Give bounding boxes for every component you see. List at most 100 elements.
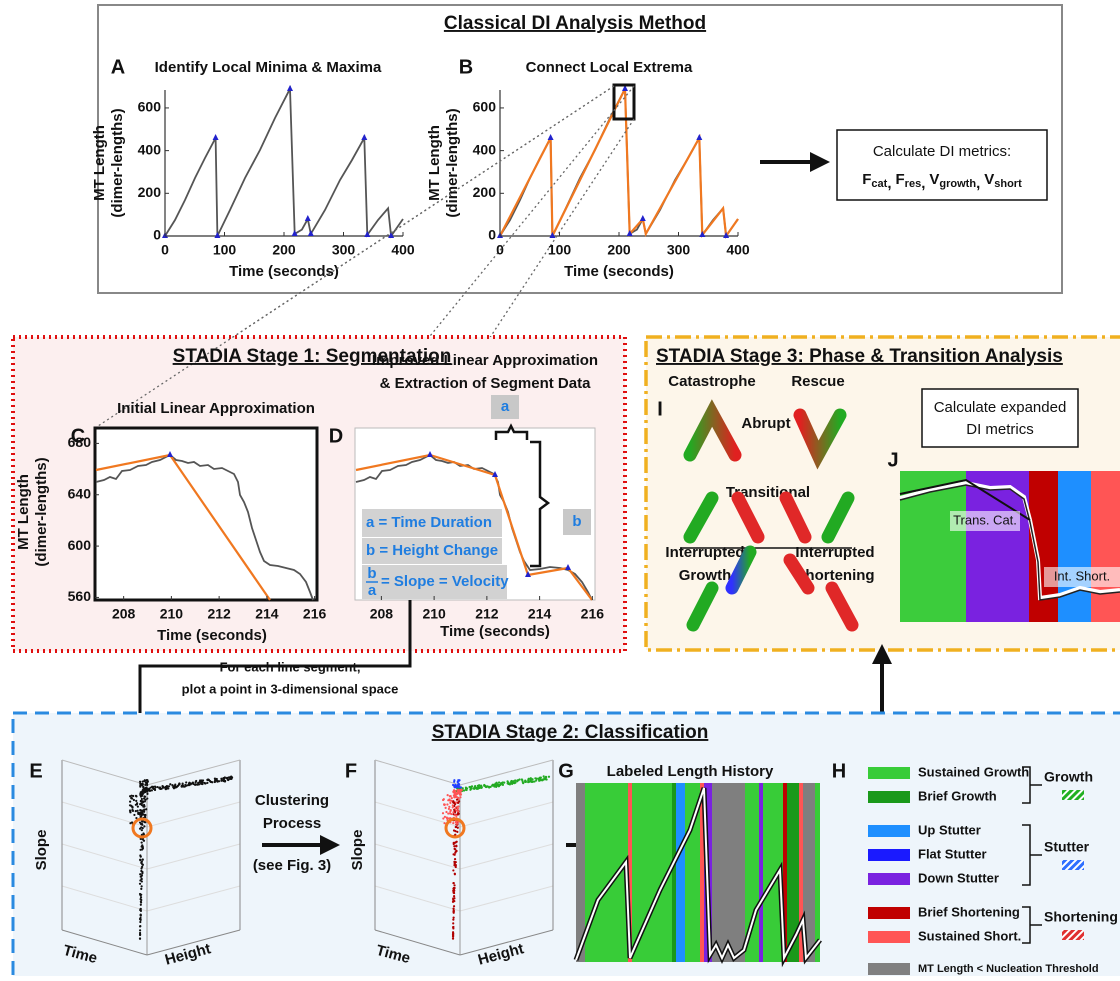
cluster-point (457, 810, 459, 812)
cluster-point (143, 780, 145, 782)
slope-numerator: b (367, 565, 376, 582)
cluster-point (538, 778, 540, 780)
panel-letter: H (832, 760, 846, 782)
cluster-point (139, 854, 141, 856)
legend-swatch (868, 791, 910, 803)
cluster-point (455, 826, 457, 828)
y-tick-label: 200 (473, 184, 497, 200)
cluster-point (154, 788, 156, 790)
cluster-point (178, 783, 180, 785)
cluster-point (448, 808, 450, 810)
cluster-point (140, 901, 142, 903)
metric-symbol: V (929, 171, 939, 188)
cluster-point (456, 799, 458, 801)
cluster-point (139, 873, 141, 875)
metric-subscript: growth (939, 178, 976, 190)
cluster-point (140, 800, 142, 802)
cluster-point (206, 779, 208, 781)
panel-title: Improved Linear Approximation (372, 352, 598, 369)
cluster-point (452, 853, 454, 855)
cluster-point (129, 811, 131, 813)
cluster-point (171, 784, 173, 786)
slope-denominator: a (368, 582, 377, 599)
cluster-point (140, 802, 142, 804)
group-label: Growth (1044, 769, 1093, 785)
x-tick-label: 100 (213, 242, 237, 258)
cluster-point (455, 792, 457, 794)
cluster-point (135, 800, 137, 802)
panel-g-image-part (815, 783, 820, 962)
cluster-point (443, 803, 445, 805)
cluster-point (141, 880, 143, 882)
x-axis-label: Time (seconds) (157, 627, 267, 644)
cluster-point (455, 866, 457, 868)
cluster-point (507, 781, 509, 783)
cluster-point (447, 794, 449, 796)
cluster-point (206, 782, 208, 784)
cluster-point (164, 786, 166, 788)
legend-label: Brief Shortening (918, 904, 1020, 919)
cluster-point (492, 784, 494, 786)
cluster-point (129, 809, 131, 811)
panel-letter: B (459, 56, 473, 78)
cluster-point (479, 786, 481, 788)
cluster-point (141, 871, 143, 873)
x-axis-label: Time (seconds) (229, 263, 339, 280)
cluster-point (452, 882, 454, 884)
cluster-point (168, 785, 170, 787)
connector-text: plot a point in 3-dimensional space (182, 681, 399, 696)
legend-swatch (868, 825, 910, 837)
process-label: (see Fig. 3) (253, 857, 331, 874)
cluster-point (130, 805, 132, 807)
cluster-point (454, 858, 456, 860)
cluster-point (146, 789, 148, 791)
cluster-point (142, 846, 144, 848)
metric-symbol: F (896, 171, 905, 188)
cluster-point (214, 778, 216, 780)
cluster-point (451, 797, 453, 799)
legend-label: Sustained Growth (918, 764, 1029, 779)
cluster-point (455, 845, 457, 847)
cluster-point (453, 785, 455, 787)
section-title: Classical DI Analysis Method (444, 13, 706, 34)
panel-title: Labeled Length History (607, 763, 774, 780)
cluster-point (483, 784, 485, 786)
cluster-point (452, 806, 454, 808)
cluster-point (452, 919, 454, 921)
section-title: STADIA Stage 2: Classification (432, 722, 709, 743)
phase-label: Trans. Cat. (953, 512, 1017, 527)
cluster-point (133, 814, 135, 816)
legend-swatch (868, 907, 910, 919)
cluster-point (546, 778, 548, 780)
legend-label: Up Stutter (918, 822, 981, 837)
body: Classical DI Analysis Method A Identify … (0, 0, 1120, 976)
cluster-point (137, 812, 139, 814)
y-tick-label: 200 (138, 184, 162, 200)
metric-subscript: cat (871, 178, 887, 190)
metrics-text: DI metrics (966, 421, 1034, 438)
cluster-point (140, 823, 142, 825)
cluster-point (174, 783, 176, 785)
cluster-point (177, 785, 179, 787)
cluster-point (137, 806, 139, 808)
cluster-point (458, 779, 460, 781)
group-label: Stutter (1044, 839, 1090, 855)
cluster-point (139, 909, 141, 911)
cluster-point (144, 796, 146, 798)
cluster-point (509, 783, 511, 785)
cluster-point (141, 811, 143, 813)
cluster-point (140, 915, 142, 917)
cluster-point (195, 780, 197, 782)
cluster-point (139, 828, 141, 830)
cluster-point (139, 859, 141, 861)
cluster-point (227, 779, 229, 781)
axis-label: Slope (349, 830, 366, 871)
legend-swatch (868, 873, 910, 885)
cluster-point (182, 782, 184, 784)
cluster-point (186, 784, 188, 786)
connector-text: For each line segment, (220, 659, 361, 674)
cluster-point (452, 934, 454, 936)
cluster-point (518, 778, 520, 780)
cluster-point (159, 787, 161, 789)
cluster-point (473, 787, 475, 789)
